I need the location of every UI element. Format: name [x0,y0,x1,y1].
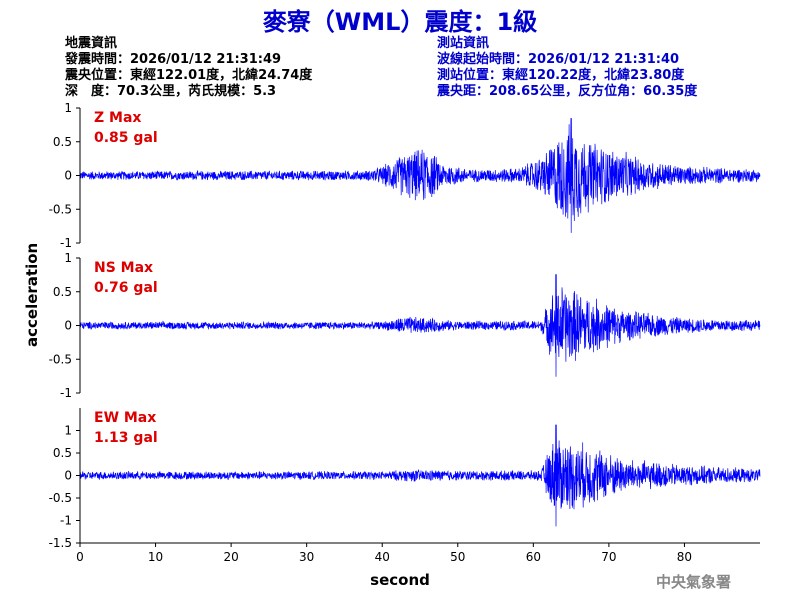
max-value-ns: 0.76 gal [94,280,158,296]
y-tick-label: 0 [64,169,72,183]
y-tick-label: 0 [64,469,72,483]
y-tick-label: 1 [64,251,72,265]
trace-ns [79,274,761,377]
x-tick-label: 0 [76,550,84,564]
quake-info-block: 地震資訊 發震時間：2026/01/12 21:31:49 震央位置：東經122… [65,36,312,100]
y-tick-label: 0.5 [53,446,72,460]
max-title-ns: NS Max [94,260,153,276]
x-axis-label: second [370,571,430,589]
y-tick-label: 0.5 [53,285,72,299]
quake-origin-time: 發震時間：2026/01/12 21:31:49 [65,52,282,67]
y-tick-label: -0.5 [49,352,72,366]
quake-epicenter: 震央位置：東經122.01度，北緯24.74度 [65,68,313,83]
station-wave-start: 波線起始時間：2026/01/12 21:31:40 [437,52,680,67]
trace-ew [79,424,761,527]
x-tick-label: 20 [223,550,238,564]
max-value-z: 0.85 gal [94,130,158,146]
max-value-ew: 1.13 gal [94,430,158,446]
quake-info-heading: 地震資訊 [65,36,118,51]
chart-title: 麥寮（WML）震度：1級 [262,8,538,36]
x-tick-label: 70 [601,550,616,564]
max-title-z: Z Max [94,110,141,126]
x-tick-label: 60 [526,550,541,564]
y-tick-label: 1 [64,424,72,438]
x-tick-label: 30 [299,550,314,564]
x-tick-label: 40 [375,550,390,564]
y-axis-label: acceleration [23,242,41,347]
x-tick-label: 10 [148,550,163,564]
agency-label: 中央氣象署 [656,573,732,591]
trace-z [79,118,761,233]
quake-depth-magnitude: 深 度：70.3公里，芮氏規模：5.3 [65,84,277,99]
y-tick-label: -1 [60,514,72,528]
station-info-heading: 測站資訊 [437,36,490,51]
x-tick-label: 50 [450,550,465,564]
station-location: 測站位置：東經120.22度，北緯23.80度 [437,68,685,83]
y-tick-label: 0.5 [53,135,72,149]
x-tick-label: 80 [677,550,692,564]
y-tick-label: -0.5 [49,491,72,505]
y-tick-label: 1 [64,101,72,115]
y-tick-label: -1.5 [49,536,72,550]
y-tick-label: -1 [60,236,72,250]
station-info-block: 測站資訊 波線起始時間：2026/01/12 21:31:40 測站位置：東經1… [437,36,697,100]
station-distance: 震央距：208.65公里，反方位角：60.35度 [437,84,698,99]
y-tick-label: -0.5 [49,202,72,216]
max-title-ew: EW Max [94,410,156,426]
y-tick-label: -1 [60,386,72,400]
y-tick-label: 0 [64,319,72,333]
